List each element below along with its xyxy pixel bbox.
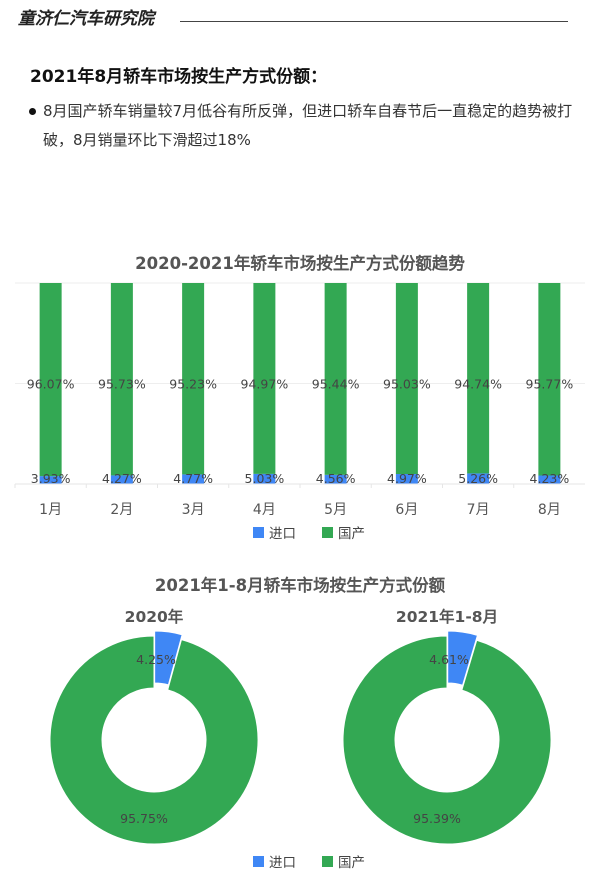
legend-item-import[interactable]: 进口 <box>253 522 296 542</box>
bar-group[interactable]: 4.56% 95.44% <box>312 283 360 486</box>
donut-chart-legend: 进口 国产 <box>253 851 385 871</box>
donut-slice-domestic[interactable] <box>49 635 259 845</box>
x-axis-tick: 8月 <box>538 502 561 515</box>
x-axis-tick: 3月 <box>182 502 205 515</box>
bar-label-import: 5.03% <box>245 471 285 486</box>
donut-chart-title: 2021年1-8月轿车市场按生产方式份额 <box>154 576 446 595</box>
x-axis-tick: 5月 <box>324 502 347 515</box>
legend-item-domestic[interactable]: 国产 <box>322 522 365 542</box>
bar-label-import: 4.56% <box>316 471 356 486</box>
bar-label-domestic: 96.07% <box>27 377 75 392</box>
donut-label-domestic: 95.39% <box>413 811 461 826</box>
bar-chart-legend: 进口 国产 <box>253 522 385 542</box>
bar-chart-title: 2020-2021年轿车市场按生产方式份额趋势 <box>135 254 465 273</box>
bar-label-import: 4.77% <box>173 471 213 486</box>
bar-domestic[interactable] <box>110 283 133 476</box>
stacked-bar-chart: 3.93% 96.07% 1月 4.27% 95.73% 2月 4.77% 95.23% 3月 5… <box>14 282 585 515</box>
donut-label-import: 4.61% <box>429 652 469 667</box>
bar-group[interactable]: 5.26% 94.74% <box>454 283 502 486</box>
bar-import[interactable] <box>538 475 561 484</box>
x-axis-tick: 1月 <box>39 502 62 515</box>
bar-group[interactable]: 4.97% 95.03% <box>383 283 431 486</box>
bar-label-domestic: 95.23% <box>169 377 217 392</box>
bar-domestic[interactable] <box>538 283 561 476</box>
legend-label-import: 进口 <box>269 526 296 542</box>
bar-domestic[interactable] <box>324 283 347 475</box>
bar-label-import: 3.93% <box>31 471 71 486</box>
bar-import[interactable] <box>253 473 276 484</box>
legend-item-domestic[interactable]: 国产 <box>322 851 365 871</box>
bar-group[interactable]: 4.23% 95.77% <box>526 283 574 486</box>
x-axis-tick: 2月 <box>110 502 133 515</box>
bar-label-domestic: 94.74% <box>454 377 502 392</box>
legend-label-domestic: 国产 <box>338 855 365 871</box>
x-axis-tick: 7月 <box>467 502 490 515</box>
bar-domestic[interactable] <box>467 283 490 474</box>
donut-slice-import[interactable] <box>154 630 183 686</box>
donut-label-domestic: 95.75% <box>120 811 168 826</box>
bar-import[interactable] <box>324 474 347 484</box>
bar-domestic[interactable] <box>39 283 62 477</box>
donut-chart-2021-jan-aug: 4.61% 95.39% <box>342 630 552 845</box>
bar-label-domestic: 95.44% <box>312 377 360 392</box>
domestic-swatch-icon <box>322 526 333 538</box>
bar-domestic[interactable] <box>395 283 418 475</box>
bar-import[interactable] <box>395 474 418 484</box>
donut-slice-domestic[interactable] <box>342 635 552 845</box>
section-title: 2021年8月轿车市场按生产方式份额： <box>30 67 328 87</box>
bar-domestic[interactable] <box>253 283 276 474</box>
bullet-icon <box>29 108 36 115</box>
brand-name: 童济仁汽车研究院 <box>18 9 154 29</box>
x-axis-tick: 6月 <box>395 502 418 515</box>
legend-label-import: 进口 <box>269 855 296 871</box>
bar-label-import: 4.23% <box>530 471 570 486</box>
donut-chart-2020: 4.25% 95.75% <box>49 630 259 845</box>
bar-label-domestic: 94.97% <box>241 377 289 392</box>
import-swatch-icon <box>253 855 264 867</box>
bar-import[interactable] <box>39 476 62 484</box>
donut-label-import: 4.25% <box>136 652 176 667</box>
bar-group[interactable]: 5.03% 94.97% <box>241 283 289 486</box>
bar-label-domestic: 95.73% <box>98 377 146 392</box>
bar-label-domestic: 95.03% <box>383 377 431 392</box>
donut-2020-title: 2020年 <box>124 608 184 626</box>
bar-group[interactable]: 4.27% 95.73% <box>98 283 146 486</box>
bar-import[interactable] <box>110 475 133 484</box>
x-axis-tick: 4月 <box>253 502 276 515</box>
bullet-text: 8月国产轿车销量较7月低谷有所反弹，但进口轿车自春节后一直稳定的趋势被打破，8月… <box>43 102 573 149</box>
bar-label-import: 4.27% <box>102 471 142 486</box>
header-divider <box>180 21 568 22</box>
import-swatch-icon <box>253 526 264 538</box>
bar-group[interactable]: 3.93% 96.07% <box>27 283 75 486</box>
donut-slice-import[interactable] <box>447 630 479 686</box>
bar-domestic[interactable] <box>182 283 205 475</box>
bar-label-domestic: 95.77% <box>526 377 574 392</box>
domestic-swatch-icon <box>322 855 333 867</box>
bar-label-import: 5.26% <box>458 471 498 486</box>
legend-item-import[interactable]: 进口 <box>253 851 296 871</box>
bar-import[interactable] <box>467 473 490 484</box>
bar-group[interactable]: 4.77% 95.23% <box>169 283 217 486</box>
bar-label-import: 4.97% <box>387 471 427 486</box>
bar-import[interactable] <box>182 474 205 484</box>
legend-label-domestic: 国产 <box>338 526 365 542</box>
donut-2021-title: 2021年1-8月 <box>395 608 499 626</box>
